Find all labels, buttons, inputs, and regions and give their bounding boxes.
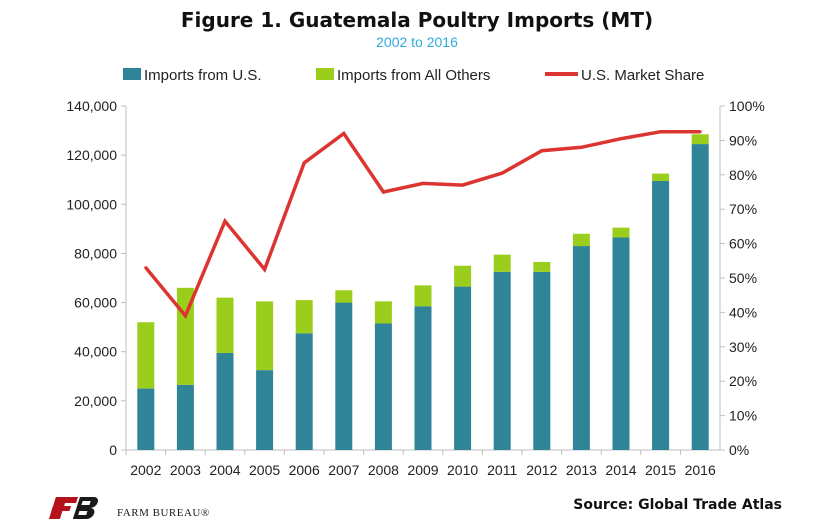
- x-tick-label: 2013: [566, 462, 597, 478]
- bar-other-imports: [572, 233, 590, 247]
- market-share-line: [144, 130, 702, 320]
- y2-tick-label: 50%: [729, 270, 757, 286]
- bar-other-imports: [335, 290, 353, 303]
- farm-bureau-wordmark: FARM BUREAU®: [117, 507, 210, 519]
- bar-us-imports: [216, 352, 234, 450]
- bar-other-imports: [612, 227, 630, 238]
- bar-us-imports: [335, 302, 353, 450]
- y2-tick-label: 30%: [729, 339, 757, 355]
- x-tick-label: 2004: [209, 462, 240, 478]
- bar-other-imports: [493, 254, 511, 272]
- bar-other-imports: [256, 301, 274, 371]
- bar-us-imports: [137, 388, 155, 450]
- legend-label-market-share: U.S. Market Share: [581, 67, 704, 84]
- x-tick-label: 2006: [289, 462, 320, 478]
- y2-tick-label: 70%: [729, 201, 757, 217]
- bar-us-imports: [414, 306, 432, 450]
- legend-label-us-imports: Imports from U.S.: [144, 67, 262, 84]
- y-tick-label: 20,000: [74, 393, 117, 409]
- bar-other-imports: [691, 134, 709, 145]
- y2-tick-label: 90%: [729, 132, 757, 148]
- x-tick-label: 2015: [645, 462, 676, 478]
- x-tick-label: 2007: [328, 462, 359, 478]
- bar-other-imports: [216, 297, 234, 353]
- market-share-point: [461, 183, 465, 187]
- x-tick-label: 2002: [130, 462, 161, 478]
- chart-title: Figure 1. Guatemala Poultry Imports (MT): [181, 8, 653, 32]
- bar-other-imports: [295, 300, 313, 334]
- market-share-point: [183, 314, 187, 318]
- y-tick-label: 80,000: [74, 245, 117, 261]
- y2-tick-label: 80%: [729, 167, 757, 183]
- y-tick-label: 60,000: [74, 295, 117, 311]
- market-share-point: [263, 267, 267, 271]
- y2-tick-label: 100%: [729, 98, 765, 114]
- legend-swatch-us-imports: [123, 68, 141, 80]
- y2-tick-label: 0%: [729, 442, 749, 458]
- x-tick-label: 2005: [249, 462, 280, 478]
- market-share-point: [144, 266, 148, 270]
- bar-us-imports: [572, 246, 590, 450]
- y2-tick-label: 60%: [729, 236, 757, 252]
- market-share-point: [421, 181, 425, 185]
- market-share-point: [579, 145, 583, 149]
- x-tick-label: 2003: [170, 462, 201, 478]
- bar-us-imports: [612, 237, 630, 450]
- tick-labels: 0 20,000 40,000 60,000 80,000 100,000 120,000 1…: [66, 98, 764, 478]
- bar-other-imports: [137, 322, 155, 389]
- y2-tick-label: 40%: [729, 304, 757, 320]
- x-tick-label: 2016: [685, 462, 716, 478]
- legend-label-other-imports: Imports from All Others: [337, 67, 490, 84]
- bar-us-imports: [295, 333, 313, 450]
- x-tick-label: 2009: [407, 462, 438, 478]
- market-share-point: [342, 132, 346, 136]
- market-share-point: [302, 161, 306, 165]
- bar-us-imports: [652, 180, 670, 450]
- market-share-point: [698, 130, 702, 134]
- bar-other-imports: [454, 265, 472, 287]
- bar-us-imports: [493, 271, 511, 450]
- market-share-point: [659, 130, 663, 134]
- bar-us-imports: [454, 286, 472, 450]
- source-note: Source: Global Trade Atlas: [573, 497, 782, 513]
- y-tick-label: 120,000: [66, 147, 117, 163]
- bar-other-imports: [533, 262, 551, 272]
- x-tick-label: 2010: [447, 462, 478, 478]
- market-share-point: [619, 137, 623, 141]
- bar-us-imports: [533, 271, 551, 450]
- bar-other-imports: [374, 301, 392, 324]
- legend: Imports from U.S. Imports from All Other…: [123, 67, 704, 84]
- bars: [137, 134, 709, 451]
- y-tick-label: 0: [109, 442, 117, 458]
- y2-tick-label: 10%: [729, 408, 757, 424]
- market-share-point: [381, 190, 385, 194]
- market-share-point: [223, 219, 227, 223]
- farm-bureau-logo: FARM BUREAU®: [48, 497, 210, 519]
- bar-us-imports: [691, 144, 709, 451]
- bar-us-imports: [256, 370, 274, 450]
- x-tick-label: 2014: [605, 462, 636, 478]
- x-tick-label: 2012: [526, 462, 557, 478]
- fb-logo-icon: [48, 497, 98, 519]
- x-tick-label: 2011: [487, 462, 517, 478]
- y-tick-label: 40,000: [74, 344, 117, 360]
- y-tick-label: 140,000: [66, 98, 117, 114]
- legend-swatch-other-imports: [316, 68, 334, 80]
- y2-tick-label: 20%: [729, 373, 757, 389]
- bar-other-imports: [652, 173, 670, 181]
- chart-subtitle: 2002 to 2016: [376, 34, 458, 50]
- bar-us-imports: [374, 323, 392, 450]
- market-share-point: [540, 149, 544, 153]
- y-tick-label: 100,000: [66, 196, 117, 212]
- bar-us-imports: [176, 384, 194, 450]
- market-share-point: [500, 171, 504, 175]
- x-tick-label: 2008: [368, 462, 399, 478]
- bar-other-imports: [414, 285, 432, 307]
